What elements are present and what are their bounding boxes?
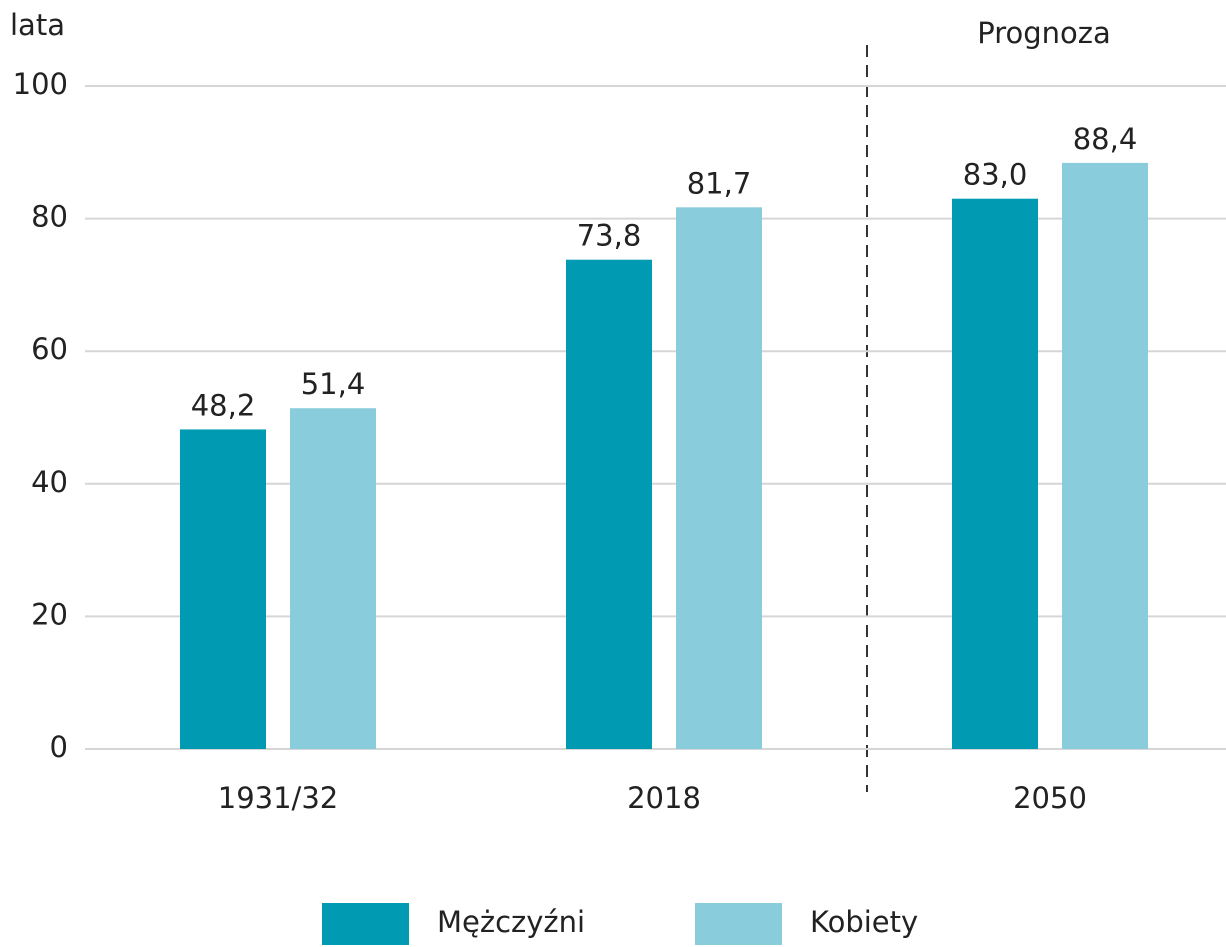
y-tick-label: 40 bbox=[31, 465, 68, 499]
y-tick-label: 60 bbox=[31, 332, 68, 366]
legend-label: Mężczyźni bbox=[437, 905, 585, 939]
legend-label: Kobiety bbox=[810, 905, 918, 939]
value-label: 83,0 bbox=[963, 158, 1028, 192]
bar bbox=[566, 259, 652, 749]
x-tick-label: 1931/32 bbox=[218, 781, 338, 815]
y-tick-label: 0 bbox=[50, 730, 68, 764]
value-label: 51,4 bbox=[301, 367, 366, 401]
y-tick-label: 20 bbox=[31, 597, 68, 631]
x-tick-label: 2018 bbox=[627, 781, 701, 815]
value-label: 81,7 bbox=[687, 166, 752, 200]
value-label: 88,4 bbox=[1073, 122, 1138, 156]
value-label: 48,2 bbox=[191, 388, 256, 422]
y-axis-label: lata bbox=[10, 8, 65, 42]
value-label: 73,8 bbox=[577, 219, 642, 253]
legend-swatch bbox=[695, 903, 782, 945]
y-tick-label: 100 bbox=[13, 67, 68, 101]
bar bbox=[180, 429, 266, 749]
bar bbox=[290, 408, 376, 749]
x-tick-label: 2050 bbox=[1013, 781, 1087, 815]
y-tick-label: 80 bbox=[31, 200, 68, 234]
bar bbox=[676, 207, 762, 750]
bar bbox=[952, 198, 1038, 749]
bar bbox=[1062, 162, 1148, 749]
legend-swatch bbox=[322, 903, 409, 945]
annotation: Prognoza bbox=[977, 16, 1111, 50]
